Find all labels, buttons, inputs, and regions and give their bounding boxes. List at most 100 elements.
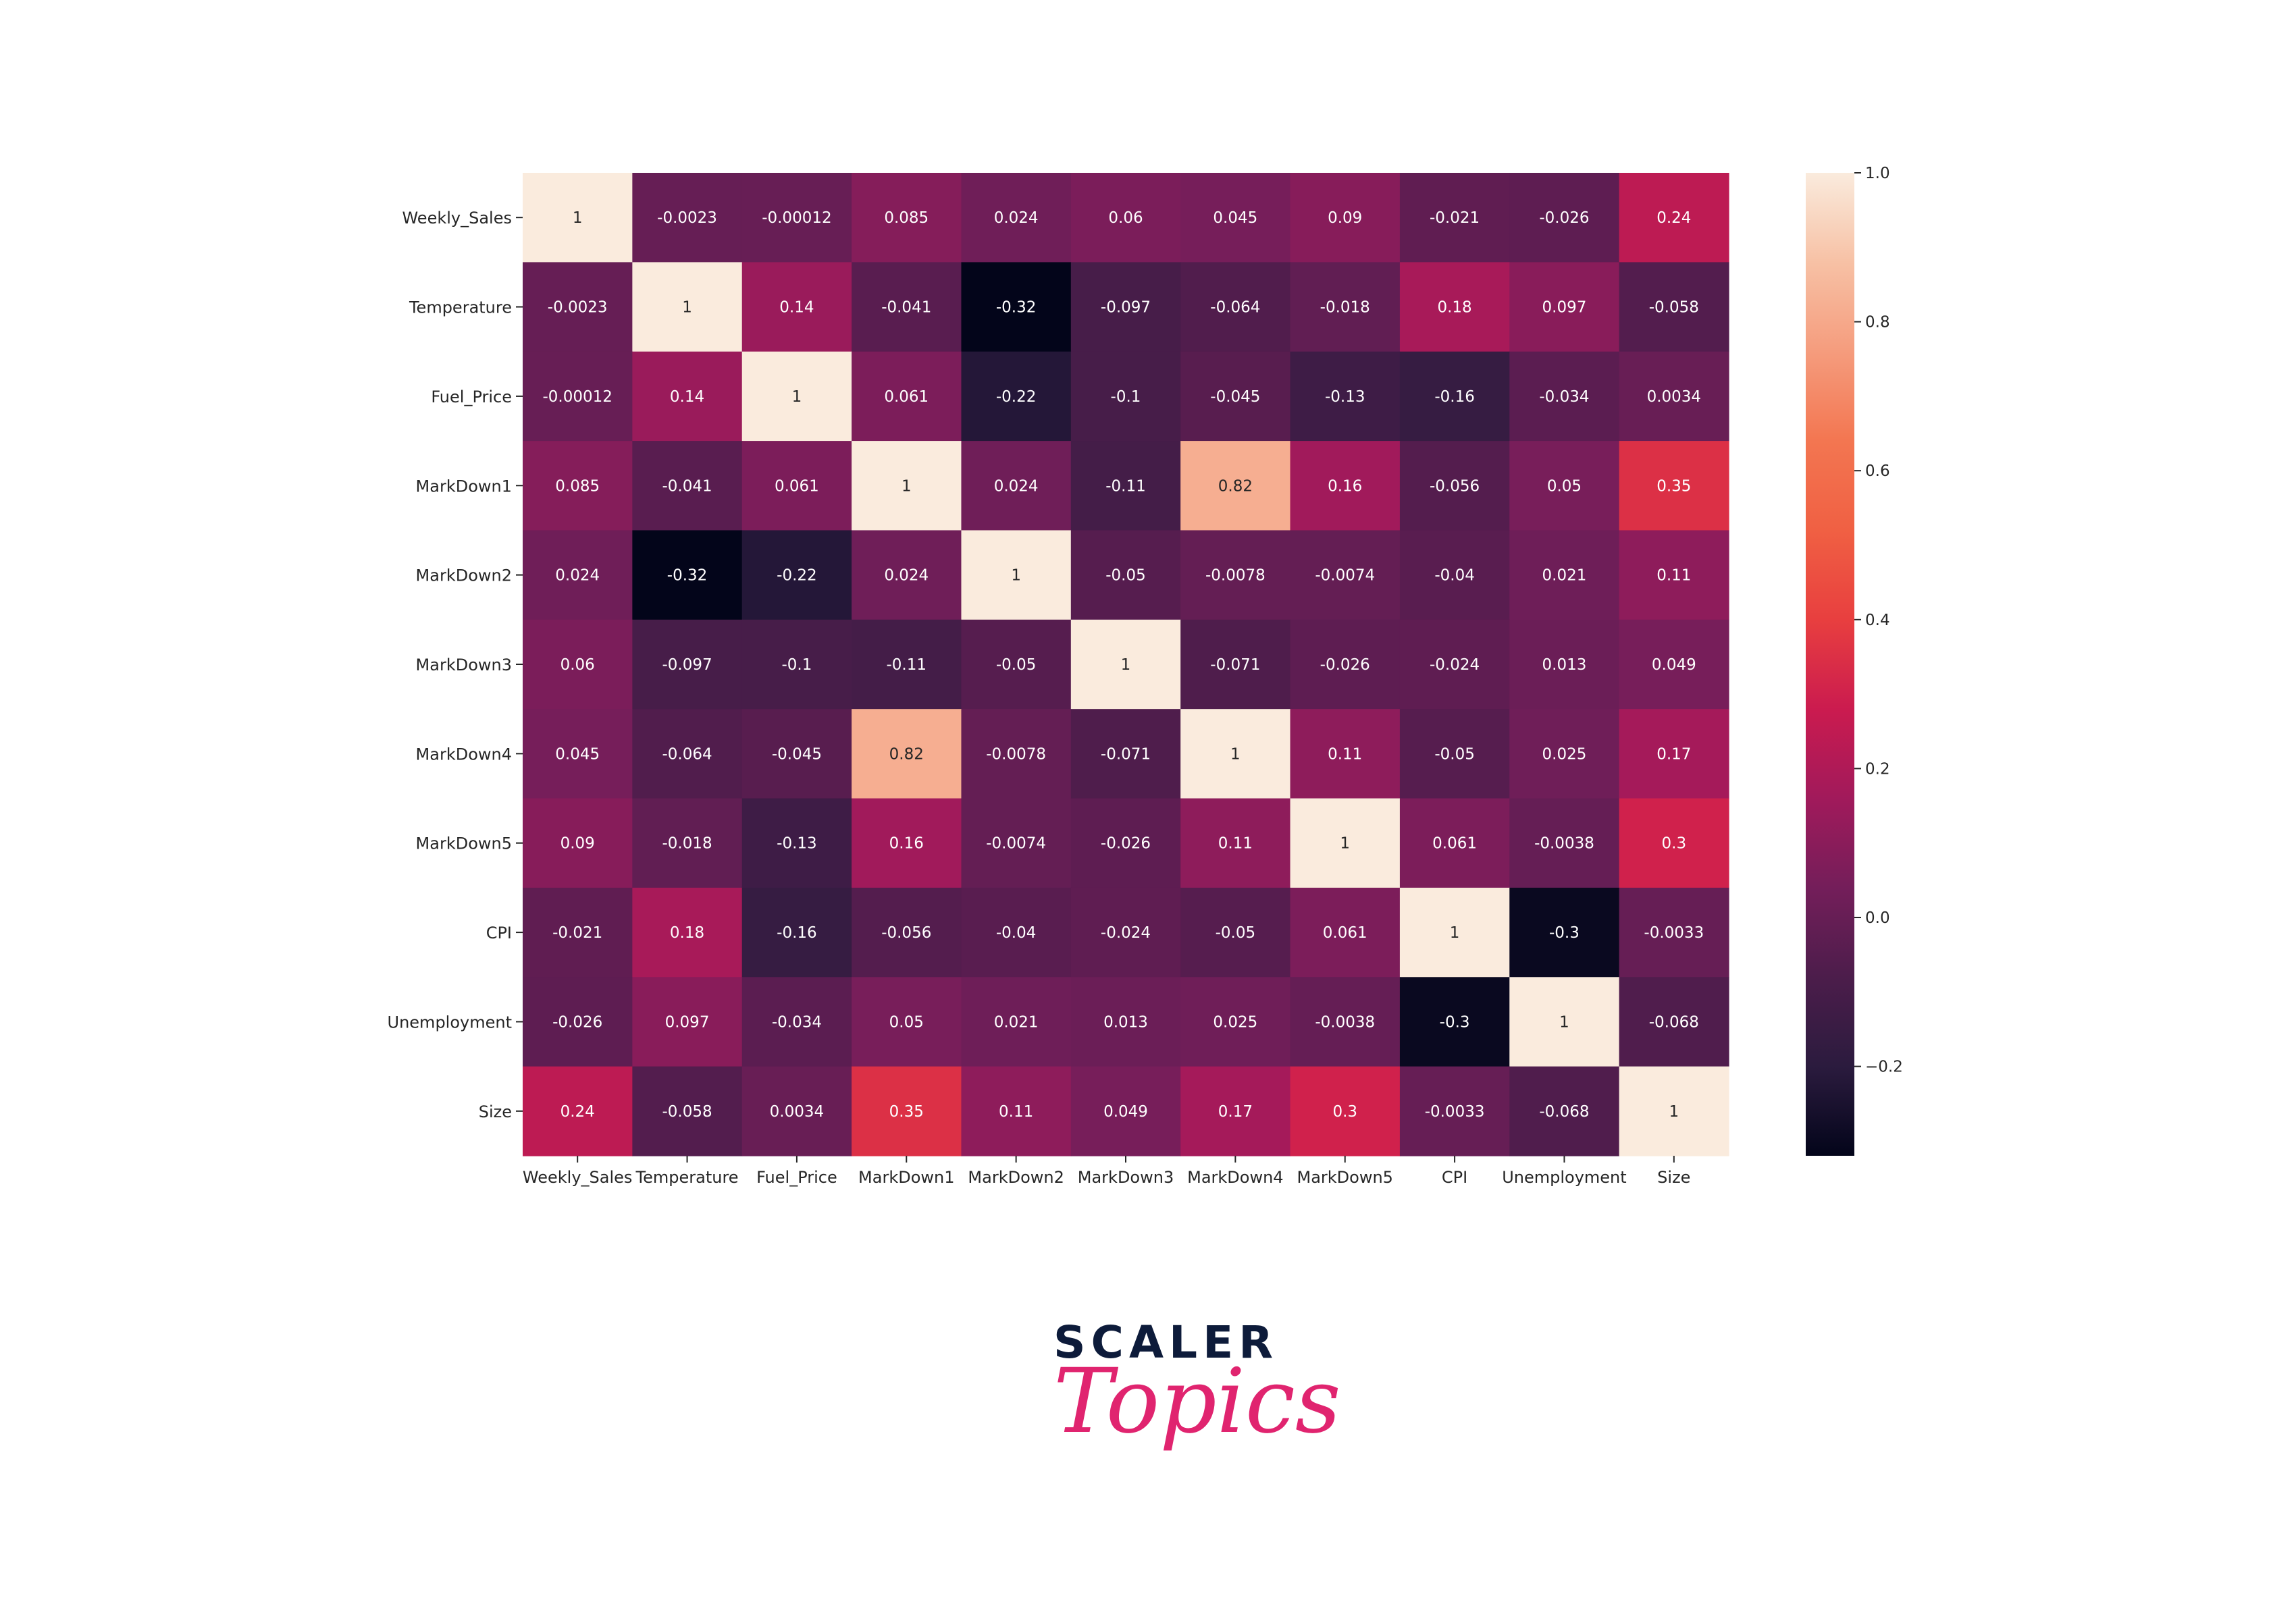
cell-annotation: 0.097 — [665, 1013, 710, 1031]
cell-annotation: -0.034 — [772, 1013, 822, 1031]
cell-annotation: -0.064 — [662, 745, 712, 763]
y-tick-label: CPI — [486, 924, 512, 942]
cell-annotation: -0.0074 — [1315, 567, 1375, 585]
heatmap-cell — [1509, 441, 1620, 531]
heatmap-cell — [632, 798, 743, 888]
heatmap-cell — [1180, 530, 1291, 620]
cell-annotation: -0.026 — [1320, 656, 1370, 674]
heatmap-cell — [852, 709, 962, 799]
heatmap-cell — [523, 173, 633, 263]
heatmap-cell — [1509, 709, 1620, 799]
cell-annotation: 0.0034 — [1647, 388, 1701, 406]
cell-annotation: -0.064 — [1210, 299, 1260, 317]
cell-annotation: 0.021 — [994, 1013, 1039, 1031]
heatmap-cell — [1399, 798, 1510, 888]
cell-annotation: -0.1 — [1111, 388, 1141, 406]
heatmap-cell — [1619, 351, 1729, 442]
x-tick-label: MarkDown3 — [1078, 1168, 1174, 1187]
cell-annotation: -0.026 — [1539, 209, 1589, 227]
cell-annotation: 1 — [1011, 567, 1021, 585]
cell-annotation: 0.013 — [1542, 656, 1587, 674]
heatmap-cell — [1180, 798, 1291, 888]
cell-annotation: -0.11 — [1105, 477, 1146, 495]
heatmap-cell — [741, 530, 852, 620]
heatmap-cell — [852, 262, 962, 352]
heatmap-cell — [1619, 798, 1729, 888]
cell-annotation: -0.0033 — [1644, 924, 1704, 942]
cell-annotation: 0.06 — [560, 656, 595, 674]
cell-annotation: 0.061 — [1323, 924, 1367, 942]
heatmap-cell — [1619, 530, 1729, 620]
heatmap-cell — [1180, 351, 1291, 442]
heatmap-cell — [1070, 530, 1181, 620]
heatmap-cell — [852, 173, 962, 263]
heatmap-cell — [741, 798, 852, 888]
cell-annotation: 0.82 — [1218, 477, 1253, 495]
x-tick-label: Unemployment — [1502, 1168, 1626, 1187]
cell-annotation: -0.0023 — [548, 299, 608, 317]
cell-annotation: 0.025 — [1542, 745, 1587, 763]
cell-annotation: 0.11 — [1218, 835, 1253, 853]
heatmap-cell — [961, 351, 1072, 442]
heatmap-cell — [852, 798, 962, 888]
heatmap-cell — [1509, 262, 1620, 352]
cell-annotation: 1 — [1669, 1103, 1679, 1121]
cell-annotation: -0.13 — [1325, 388, 1365, 406]
cell-annotation: 0.3 — [1662, 835, 1687, 853]
cell-annotation: -0.00012 — [762, 209, 831, 227]
scaler-topics-logo: SCALER Topics — [1053, 1316, 1341, 1492]
cell-annotation: -0.056 — [881, 924, 931, 942]
heatmap-cell — [1070, 173, 1181, 263]
heatmap-cell — [523, 441, 633, 531]
cell-annotation: -0.05 — [996, 656, 1037, 674]
cell-annotation: 1 — [902, 477, 912, 495]
cell-annotation: 0.35 — [1656, 477, 1691, 495]
cell-annotation: -0.021 — [552, 924, 602, 942]
cell-annotation: -0.068 — [1649, 1013, 1699, 1031]
cell-annotation: -0.097 — [662, 656, 712, 674]
heatmap-cell — [1070, 1066, 1181, 1156]
cell-annotation: 0.18 — [670, 924, 704, 942]
heatmap-cell — [1290, 351, 1401, 442]
heatmap-cell — [632, 441, 743, 531]
y-tick-labels: Weekly_Sales Temperature Fuel_Price MarkDow… — [388, 209, 523, 1121]
heatmap-cell — [961, 709, 1072, 799]
heatmap-cell — [741, 1066, 852, 1156]
heatmap-cell — [1399, 887, 1510, 978]
cell-annotation: -0.0033 — [1425, 1103, 1485, 1121]
heatmap-cell — [1619, 709, 1729, 799]
heatmap-cell — [632, 173, 743, 263]
cell-annotation: -0.04 — [996, 924, 1037, 942]
heatmap-cell — [1070, 977, 1181, 1067]
heatmap-cell — [1070, 441, 1181, 531]
y-tick-label: Weekly_Sales — [402, 209, 512, 228]
heatmap-cell — [1399, 619, 1510, 710]
heatmap-cell — [852, 619, 962, 710]
cell-annotation: -0.058 — [1649, 299, 1699, 317]
x-tick-label: Fuel_Price — [756, 1168, 837, 1187]
cell-annotation: 0.045 — [555, 745, 600, 763]
heatmap-cell — [741, 977, 852, 1067]
cell-annotation: 1 — [1340, 835, 1350, 853]
cell-annotation: -0.018 — [662, 835, 712, 853]
heatmap-cell — [1290, 887, 1401, 978]
heatmap-cell — [961, 173, 1072, 263]
cell-annotation: -0.0074 — [986, 835, 1046, 853]
heatmap-cell — [741, 351, 852, 442]
cell-annotation: -0.00012 — [542, 388, 612, 406]
heatmap-cell — [961, 1066, 1072, 1156]
y-tick-label: Temperature — [409, 298, 512, 317]
cell-annotation: -0.026 — [552, 1013, 602, 1031]
cell-annotation: -0.22 — [777, 567, 817, 585]
cell-annotation: -0.021 — [1430, 209, 1480, 227]
cell-annotation: -0.16 — [777, 924, 817, 942]
x-tick-label: MarkDown4 — [1187, 1168, 1283, 1187]
y-tick-label: MarkDown5 — [416, 834, 512, 853]
cell-annotation: 1 — [1121, 656, 1131, 674]
cell-annotation: -0.11 — [887, 656, 927, 674]
heatmap-cell — [632, 530, 743, 620]
colorbar-tick-label: 0.2 — [1865, 760, 1890, 778]
heatmap-cell — [852, 887, 962, 978]
heatmap-cell — [1180, 619, 1291, 710]
